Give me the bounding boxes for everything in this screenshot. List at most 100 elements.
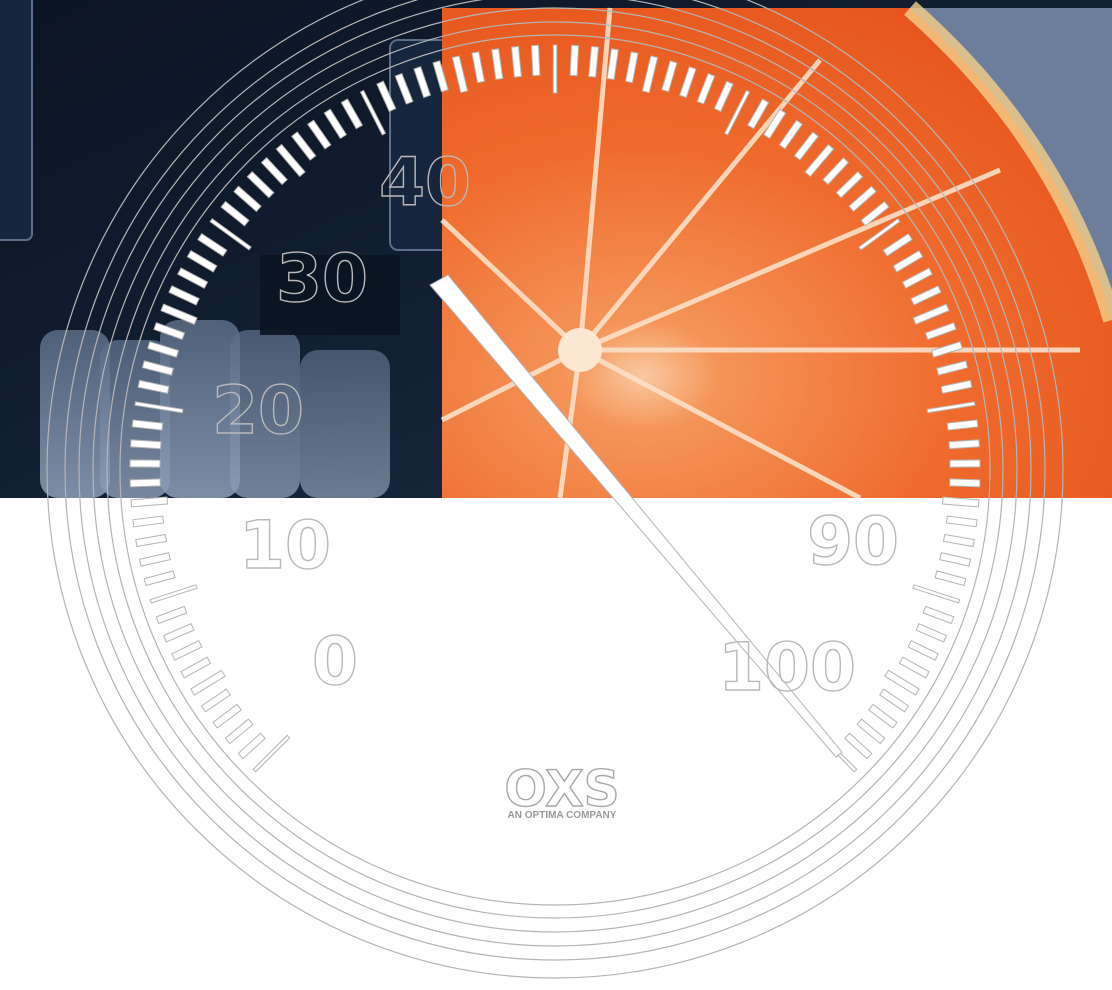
gauge-major-tick xyxy=(926,401,976,414)
gauge-minor-tick xyxy=(948,439,980,450)
gauge-major-tick xyxy=(359,89,387,136)
gauge-minor-tick xyxy=(451,55,469,94)
gauge-minor-tick xyxy=(696,72,716,105)
gauge-minor-tick xyxy=(129,459,161,468)
gauge-minor-tick xyxy=(168,285,200,306)
gauge-minor-tick xyxy=(224,718,254,745)
gauge-minor-tick xyxy=(394,72,414,105)
gauge-ring xyxy=(64,0,1046,961)
gauge-minor-tick xyxy=(856,718,886,745)
gauge-minor-tick xyxy=(323,108,347,140)
gauge-minor-tick xyxy=(588,46,600,78)
gauge-needle xyxy=(429,274,843,758)
gauge-minor-tick xyxy=(530,44,541,77)
gauge-minor-tick xyxy=(510,46,522,78)
gauge-minor-tick xyxy=(835,171,864,199)
gauge-minor-tick xyxy=(922,605,955,625)
gauge-major-tick xyxy=(134,401,184,414)
gauge-minor-tick xyxy=(432,60,449,93)
orange-segments xyxy=(440,7,1080,498)
orange-slice-image xyxy=(442,8,1112,498)
gauge-minor-tick xyxy=(661,60,678,93)
gauge-minor-tick xyxy=(141,360,174,376)
gauge-ring xyxy=(78,0,1032,947)
gauge-minor-tick xyxy=(942,533,975,548)
equipment-shape xyxy=(100,340,170,498)
gauge-minor-tick xyxy=(882,233,913,257)
gauge-minor-tick xyxy=(220,200,250,227)
gauge-minor-tick xyxy=(844,732,873,760)
gauge-major-tick xyxy=(149,584,198,604)
gauge-minor-tick xyxy=(260,157,288,186)
gauge-minor-tick xyxy=(936,360,969,376)
gauge-minor-tick xyxy=(132,515,165,528)
gauge-minor-tick xyxy=(190,669,226,696)
gauge-minor-tick xyxy=(910,285,942,306)
equipment-shape xyxy=(40,330,110,498)
gauge-minor-tick xyxy=(901,267,933,289)
company-logo: OXS AN OPTIMA COMPANY xyxy=(504,759,621,821)
gauge-minor-tick xyxy=(606,48,619,80)
gauge-label-10: 10 xyxy=(239,507,331,584)
gauge-minor-tick xyxy=(945,515,978,528)
gauge-minor-tick xyxy=(949,478,981,488)
logo-tagline: AN OPTIMA COMPANY xyxy=(508,810,617,821)
gauge-ring xyxy=(46,0,1064,979)
gauge-label-40: 40 xyxy=(379,144,471,221)
gauge-ring xyxy=(119,34,991,906)
gauge-minor-tick xyxy=(376,80,397,113)
gauge-minor-tick xyxy=(892,249,924,273)
gauge-label-90: 90 xyxy=(807,503,899,580)
gauge-minor-tick xyxy=(884,669,920,696)
gauge-minor-tick xyxy=(898,656,930,679)
gauge-label-0: 0 xyxy=(312,623,358,700)
gauge-minor-tick xyxy=(147,341,180,358)
equipment-shape xyxy=(300,350,390,498)
logo-wordmark: OXS xyxy=(504,760,619,818)
monitor-screen-left xyxy=(0,0,33,241)
gauge-major-tick xyxy=(552,44,558,94)
gauge-minor-tick xyxy=(624,51,639,84)
gauge-minor-tick xyxy=(137,379,170,394)
gauge-minor-tick xyxy=(131,419,164,431)
gauge-minor-tick xyxy=(778,119,803,150)
gauge-label-100: 100 xyxy=(718,629,856,706)
gauge-label-20: 20 xyxy=(212,372,304,449)
gauge-ring xyxy=(106,21,1004,919)
equipment-shape xyxy=(230,330,300,498)
gauge-minor-tick xyxy=(822,157,850,186)
gauge-minor-tick xyxy=(171,639,203,661)
gauge-minor-tick xyxy=(471,51,486,84)
gauge-minor-tick xyxy=(413,66,431,99)
gauge-minor-tick xyxy=(679,66,697,99)
gauge-minor-tick xyxy=(641,55,659,94)
gauge-minor-tick xyxy=(200,688,231,713)
equipment-shadow xyxy=(260,255,400,335)
gauge-minor-tick xyxy=(924,322,957,341)
gauge-ring xyxy=(92,7,1018,933)
gauge-minor-tick xyxy=(162,623,195,643)
gauge-minor-tick xyxy=(130,496,169,508)
gauge-minor-tick xyxy=(860,200,890,227)
gauge-minor-tick xyxy=(138,552,171,567)
gauge-minor-tick xyxy=(160,303,198,326)
gauge-minor-tick xyxy=(186,249,218,273)
gauge-minor-tick xyxy=(307,119,332,150)
gauge-minor-tick xyxy=(340,98,364,130)
gauge-minor-tick xyxy=(912,303,950,326)
gauge-minor-tick xyxy=(848,185,877,213)
gauge-minor-tick xyxy=(907,639,939,661)
gauge-minor-tick xyxy=(135,533,168,548)
gauge-minor-tick xyxy=(941,496,980,508)
gauge-minor-tick xyxy=(763,108,787,140)
gauge-minor-tick xyxy=(177,267,209,289)
gauge-minor-tick xyxy=(143,570,176,587)
gauge-major-tick xyxy=(858,218,901,251)
gauge-minor-tick xyxy=(934,570,967,587)
gauge-minor-tick xyxy=(940,379,973,394)
gauge-minor-tick xyxy=(153,322,186,341)
gauge-label-30: 30 xyxy=(276,240,368,317)
gauge-minor-tick xyxy=(915,623,948,643)
gauge-minor-tick xyxy=(129,478,161,488)
